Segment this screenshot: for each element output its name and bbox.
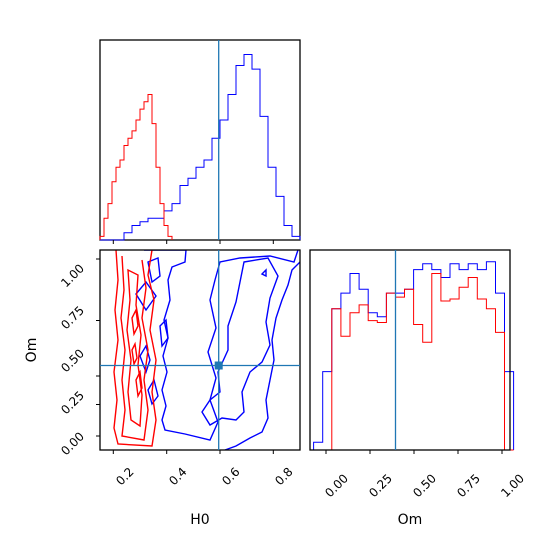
y-tick-label: 0.75: [58, 303, 87, 332]
contour-blue-outer: [144, 250, 299, 441]
hist-series-0: [100, 54, 301, 241]
contour-red: [113, 250, 157, 447]
contour-blue-inner-mid-2: [159, 318, 169, 348]
contour-red-inner-2: [135, 369, 143, 399]
x-axis-label-Om: Om: [398, 512, 423, 528]
truth-marker: [214, 361, 223, 370]
hist-Om-ticks: [325, 450, 503, 454]
hist-series-1: [313, 273, 514, 451]
contour-x-ticks: [112, 450, 274, 454]
contour-blue-inner-mid: [139, 344, 151, 375]
contour-blue-small: [260, 268, 267, 278]
x-tick-label: 0.8: [272, 465, 295, 488]
hist-Om-panel: 0.00 0.25 0.50 0.75 1.00 Om: [309, 249, 527, 528]
x-tick-label: 0.4: [166, 465, 189, 488]
contour-blue-right-top: [224, 261, 300, 450]
y-axis-label-Om: Om: [24, 338, 40, 363]
y-tick-label: 0.50: [58, 346, 87, 375]
x-tick-label: 0.2: [113, 465, 136, 488]
x-tick-label: 0.50: [410, 471, 439, 500]
x-tick-label: 0.00: [322, 471, 351, 500]
contour-blue-inner-left-2: [147, 257, 161, 284]
contour-blue-inner-left: [135, 280, 157, 312]
x-tick-label: 1.00: [498, 471, 527, 500]
hist-H0-ticks: [112, 240, 274, 244]
contour-red-mid-2: [126, 268, 143, 428]
hist-series-1: [99, 94, 173, 240]
hist-H0-panel: [99, 39, 301, 244]
contour-blue: [135, 250, 300, 450]
x-tick-label: 0.6: [219, 465, 242, 488]
x-tick-label: 0.75: [454, 471, 483, 500]
contour-frame: [99, 249, 301, 451]
contour-red-inner-1: [131, 307, 139, 337]
y-tick-label: 1.00: [58, 261, 87, 290]
hist-series-0: [313, 261, 515, 450]
contour-blue-right-inner: [201, 257, 279, 426]
hist-Om-frame: [309, 249, 511, 451]
x-tick-label: 0.25: [366, 471, 395, 500]
contour-red-mid-1: [120, 255, 149, 441]
hist-H0-frame: [99, 39, 301, 241]
x-axis-label-H0: H0: [190, 512, 209, 528]
contour-red-outer: [113, 250, 157, 447]
y-tick-label: 0.00: [58, 429, 87, 458]
contour-Om-H0-panel: 0.2 0.4 0.6 0.8 0.00 0.25 0.50 0.75 1.00…: [24, 249, 301, 528]
contour-red-inner-3: [131, 341, 138, 367]
y-tick-label: 0.25: [58, 388, 87, 417]
contour-y-ticks: [96, 258, 100, 437]
contour-blue-inner-low: [147, 378, 159, 406]
